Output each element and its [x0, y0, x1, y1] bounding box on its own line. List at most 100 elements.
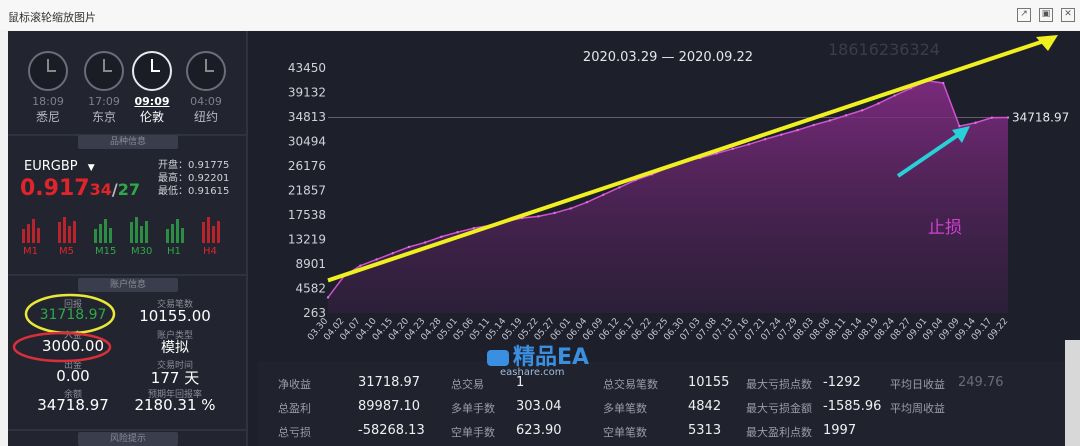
high-price: 最高：0.92201 [158, 173, 230, 184]
timeframe-m30[interactable]: M30 [131, 246, 153, 257]
stat-value: -1585.96 [823, 399, 882, 414]
timeframe-bar [130, 222, 133, 243]
close-icon[interactable]: ✕ [1061, 8, 1075, 22]
watermark-brand: 精品EA [487, 339, 589, 371]
trades-label: 交易笔数 [156, 300, 193, 310]
equity-point [990, 116, 994, 119]
stat-label: 净收益 [278, 378, 311, 391]
timeframe-bar [176, 219, 179, 243]
equity-point [359, 264, 362, 267]
clock-3[interactable]: 04:09 纽约 [183, 51, 229, 125]
y-tick-label: 30494 [288, 134, 326, 148]
equity-point [812, 123, 815, 127]
clock-city: 纽约 [193, 110, 218, 124]
withdraw-label: 出金 [63, 361, 82, 371]
equity-point [861, 109, 864, 112]
equity-point [423, 241, 427, 244]
symbol-name: EURGBP [24, 159, 78, 174]
price-ask: 27 [117, 180, 140, 199]
y-tick-label: 4582 [295, 281, 326, 295]
stat-value: 10155 [688, 375, 730, 390]
maximize-icon[interactable]: ▣ [1039, 8, 1053, 22]
stat-value: 31718.97 [358, 375, 421, 390]
timeframe-m15[interactable]: M15 [95, 246, 117, 257]
clock-1[interactable]: 17:09 东京 [81, 51, 127, 125]
clock-time: 17:09 [88, 95, 120, 108]
equity-point [602, 193, 605, 196]
timeframe-h4[interactable]: H4 [203, 246, 217, 257]
equity-point [731, 147, 734, 151]
timeframe-h1[interactable]: H1 [167, 246, 181, 257]
balance-value: 34718.97 [37, 396, 109, 414]
divider [8, 429, 246, 431]
timeframe-bar [58, 222, 61, 243]
equity-area [328, 80, 1008, 314]
y-tick-label: 13219 [288, 233, 326, 247]
stat-value: 623.90 [516, 423, 562, 438]
stat-value: 1 [516, 375, 525, 390]
equity-point [747, 143, 751, 146]
timeframe-m5[interactable]: M5 [59, 246, 74, 257]
watermark-logo-icon [487, 350, 509, 366]
timeframe-bar [109, 228, 112, 243]
timeframe-bar [171, 224, 174, 243]
stat-label: 多单手数 [451, 402, 495, 415]
timeframe-bar [73, 221, 76, 243]
stat-label: 平均日收益 [890, 378, 945, 391]
cyan-arrow-head [952, 126, 970, 143]
chevron-down-icon[interactable]: ▼ [87, 163, 95, 173]
y-tick-label: 43450 [288, 61, 326, 75]
equity-point [893, 94, 896, 97]
y-tick-label: 39132 [288, 85, 326, 99]
timeframe-bar [135, 217, 138, 243]
price-display: 0.91734/27 [20, 176, 140, 201]
equity-value: 31718.97 [39, 307, 107, 323]
timeframe-bar [181, 228, 184, 243]
stat-value: 5313 [688, 423, 722, 438]
timeframe-bar [94, 229, 97, 243]
stat-label: 总交易 [451, 378, 484, 391]
popout-icon[interactable]: ↗ [1017, 8, 1031, 22]
timeframe-bar [140, 226, 143, 243]
y-tick-label: 26176 [288, 159, 326, 173]
left-panel: 18:09 悉尼 17:09 东京 09:09 伦敦 04:09 纽约 品种信息 EURGBP… [8, 31, 248, 446]
stat-label: 总盈利 [278, 402, 311, 415]
stat-label: 多单笔数 [603, 402, 647, 415]
divider [8, 274, 246, 276]
price-main: 0.917 [20, 176, 90, 201]
clock-0[interactable]: 18:09 悉尼 [25, 51, 71, 125]
watermark-site: eashare.com [500, 367, 565, 378]
timeframe-bar [217, 221, 220, 243]
y-tick-label: 21857 [288, 183, 326, 197]
stat-label: 平均周收益 [890, 402, 945, 415]
hand-annotations [12, 293, 116, 363]
equity-point [472, 227, 475, 230]
deposit-value: 3000.00 [41, 337, 105, 355]
stat-value: 89987.10 [358, 399, 421, 414]
equity-chart: 2020.03.29 — 2020.09.22 18616236324 43450 3… [258, 31, 1080, 351]
y-tick-label: 34813 [288, 110, 326, 124]
equity-point [537, 215, 540, 218]
equity-point [618, 186, 621, 189]
withdraw-value: 0.00 [56, 367, 90, 385]
price-frac: 34 [89, 180, 112, 199]
last-value-label: 34718.97 [1012, 111, 1069, 125]
timeframe-m1[interactable]: M1 [23, 246, 38, 257]
low-price: 最低：0.91615 [158, 186, 230, 197]
stat-value: 4842 [688, 399, 722, 414]
equity-point [326, 296, 330, 299]
stat-value: -1292 [823, 375, 861, 390]
stat-label: 空单笔数 [603, 426, 647, 439]
yellow-circle-annotation [24, 293, 116, 335]
clock-2[interactable]: 09:09 伦敦 [129, 51, 175, 125]
y-tick-label: 17538 [288, 208, 326, 222]
clock-icon [132, 51, 172, 91]
timeframe-bar [166, 229, 169, 243]
cyan-arrow-annotation [896, 131, 963, 178]
red-circle-annotation [12, 331, 112, 363]
equity-chart-svg: 2020.03.29 — 2020.09.22 18616236324 43450 3… [288, 35, 1069, 343]
stat-label: 最大亏损点数 [746, 378, 812, 391]
timeframe-bar [37, 228, 40, 243]
symbol-selector[interactable]: EURGBP ▼ [24, 159, 95, 174]
clock-icon [186, 51, 226, 91]
